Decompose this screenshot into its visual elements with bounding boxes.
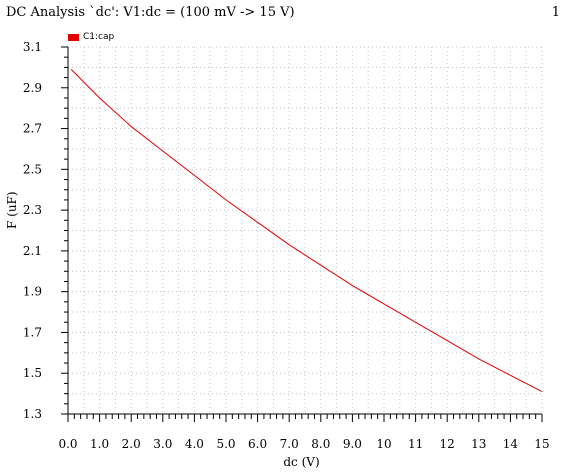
x-tick-label: 2.0 — [122, 437, 141, 451]
series-line-c1-cap — [70, 69, 543, 393]
x-tick-label: 1.0 — [90, 437, 109, 451]
y-tick-label: 2.7 — [23, 122, 42, 136]
y-tick-label: 3.1 — [23, 40, 42, 54]
x-tick-label: 0.0 — [58, 437, 77, 451]
x-tick-label: 15 — [534, 437, 549, 451]
legend-swatch — [68, 33, 79, 41]
y-tick-label: 2.1 — [23, 244, 42, 258]
y-tick-label: 1.7 — [23, 325, 42, 339]
x-tick-label: 13 — [471, 437, 486, 451]
x-tick-label: 7.0 — [280, 437, 299, 451]
legend-label: C1:cap — [83, 32, 115, 42]
chart-title: DC Analysis `dc': V1:dc = (100 mV -> 15 … — [6, 5, 295, 20]
tick-labels: 0.0 1.0 2.0 3.0 4.0 5.0 6.0 7.0 8.0 9.0 10 11 12 13 14… — [23, 40, 550, 451]
x-tick-label: 14 — [503, 437, 519, 451]
y-tick-label: 1.5 — [23, 366, 42, 380]
y-tick-label: 2.9 — [23, 81, 42, 95]
x-tick-label: 3.0 — [153, 437, 172, 451]
x-tick-label: 6.0 — [248, 437, 267, 451]
x-tick-label: 10 — [376, 437, 391, 451]
legend: C1:cap — [68, 32, 114, 42]
x-tick-label: 5.0 — [216, 437, 235, 451]
x-tick-label: 4.0 — [185, 437, 204, 451]
x-tick-label: 9.0 — [343, 437, 362, 451]
x-tick-label: 8.0 — [311, 437, 330, 451]
x-axis-label: dc (V) — [283, 455, 320, 469]
grid — [67, 46, 543, 415]
y-tick-label: 1.9 — [23, 285, 42, 299]
axes — [61, 46, 543, 422]
series-layer — [70, 69, 543, 393]
x-tick-label: 11 — [408, 437, 423, 451]
y-tick-label: 2.3 — [23, 203, 42, 217]
x-tick-label: 12 — [440, 437, 455, 451]
page-number: 1 — [551, 5, 560, 20]
y-axis-label: F (uF) — [5, 191, 19, 229]
y-tick-label: 2.5 — [23, 162, 42, 176]
y-tick-label: 1.3 — [23, 407, 42, 421]
